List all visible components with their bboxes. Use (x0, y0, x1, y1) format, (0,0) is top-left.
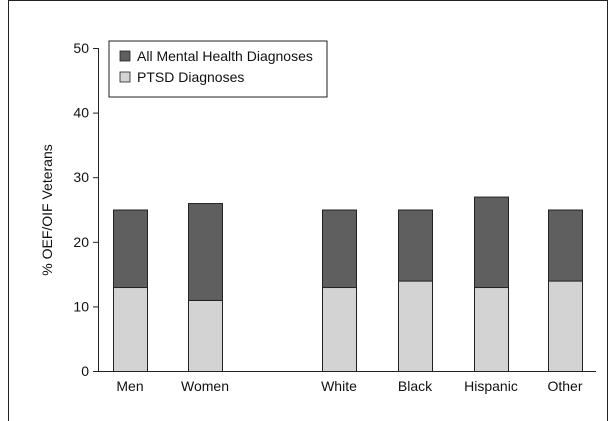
legend-swatch-all-mental-health (119, 50, 131, 62)
bar-segment-ptsd (113, 287, 148, 372)
bar-segment-all-mental-health (322, 209, 357, 289)
x-category-label: Women (181, 378, 229, 394)
category-labels: Men Women White Black Hispanic Other (116, 378, 582, 394)
legend-box (108, 40, 328, 98)
x-category-label: Men (116, 378, 143, 394)
y-tick-label: 50 (73, 40, 89, 56)
x-category-label: Black (398, 378, 433, 394)
bar-segment-ptsd (188, 299, 223, 372)
bar-segment-all-mental-health (474, 196, 509, 289)
x-category-label: Other (547, 378, 582, 394)
y-tick-label: 40 (73, 105, 89, 121)
bar-segment-all-mental-health (548, 209, 583, 282)
y-tick-label: 0 (81, 363, 89, 379)
bar-segment-ptsd (322, 287, 357, 372)
bars (113, 196, 583, 372)
y-axis-title: % OEF/OIF Veterans (39, 144, 55, 276)
bar-segment-ptsd (398, 280, 433, 372)
bar-segment-ptsd (474, 287, 509, 372)
bar-segment-all-mental-health (113, 209, 148, 289)
bar-segment-ptsd (548, 280, 583, 372)
legend-swatch-ptsd (119, 71, 131, 83)
y-tick-label: 20 (73, 234, 89, 250)
x-category-label: White (321, 378, 357, 394)
y-tick-label: 10 (73, 298, 89, 314)
legend-label-all-mental-health: All Mental Health Diagnoses (137, 48, 313, 64)
x-category-label: Hispanic (464, 378, 518, 394)
legend: All Mental Health Diagnoses PTSD Diagnos… (108, 40, 328, 98)
y-tick-label: 30 (73, 169, 89, 185)
bar-segment-all-mental-health (188, 203, 223, 301)
bar-segment-all-mental-health (398, 209, 433, 282)
legend-label-ptsd: PTSD Diagnoses (137, 69, 244, 85)
